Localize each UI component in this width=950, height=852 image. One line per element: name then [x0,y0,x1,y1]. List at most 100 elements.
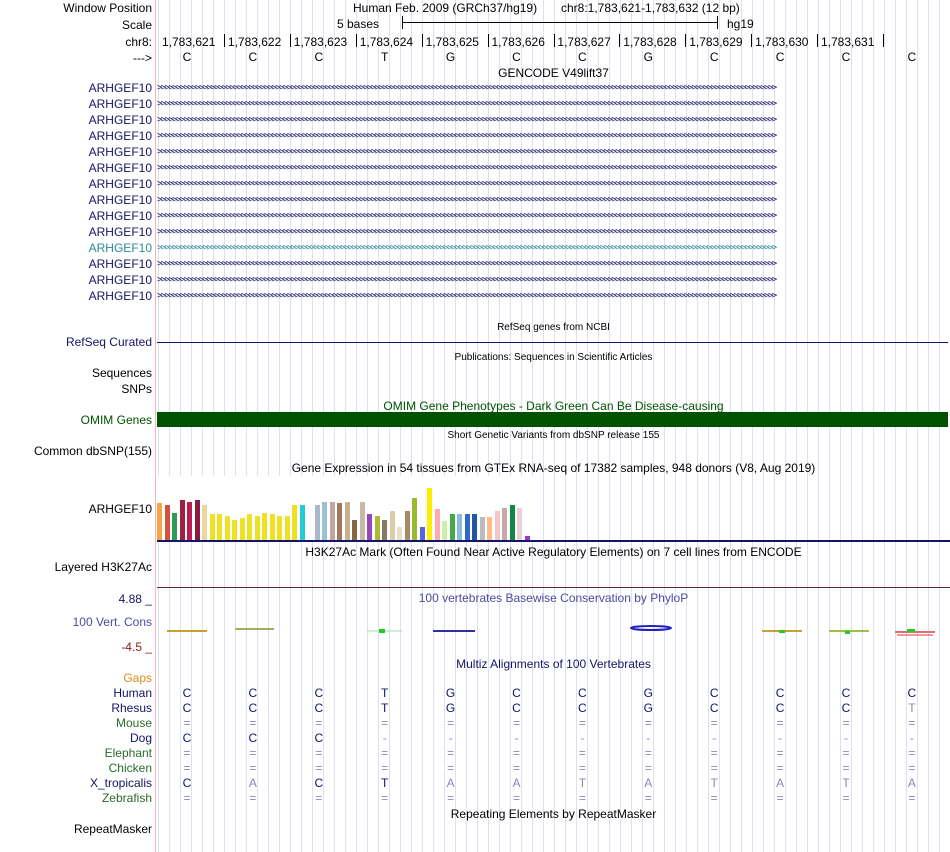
gtex-tissue-bar[interactable] [502,508,507,540]
gencode-gene-label[interactable]: ARHGEF10 [88,225,152,239]
gtex-label[interactable]: ARHGEF10 [88,502,152,516]
species-label[interactable]: Dog [129,731,152,745]
gencode-transcript[interactable]: >>>>>>>>>>>>>>>>>>>>>>>>>>>>>>>>>>>>>>>>… [157,291,777,301]
species-label[interactable]: Elephant [104,746,152,760]
species-label[interactable]: Zebrafish [101,791,152,805]
gtex-tissue-bar[interactable] [269,514,275,540]
gencode-transcript[interactable]: >>>>>>>>>>>>>>>>>>>>>>>>>>>>>>>>>>>>>>>>… [157,131,777,141]
gtex-tissue-bar[interactable] [517,508,522,540]
gencode-gene-label[interactable]: ARHGEF10 [88,289,152,303]
gtex-bar-area[interactable] [157,476,537,540]
gencode-gene-label[interactable]: ARHGEF10 [88,129,152,143]
gtex-tissue-bar[interactable] [472,514,477,540]
multiz-title[interactable]: Multiz Alignments of 100 Vertebrates [456,657,651,671]
species-label[interactable]: X_tropicalis [89,776,152,790]
dbsnp-label[interactable]: Common dbSNP(155) [33,444,152,458]
gencode-transcript[interactable]: >>>>>>>>>>>>>>>>>>>>>>>>>>>>>>>>>>>>>>>>… [157,243,777,253]
gtex-tissue-bar[interactable] [314,505,320,540]
gencode-gene-label[interactable]: ARHGEF10 [88,241,152,255]
refseq-label[interactable]: RefSeq Curated [65,335,152,349]
strand-label[interactable]: ---> [133,51,152,65]
gtex-tissue-bar[interactable] [412,498,417,540]
gtex-tissue-bar[interactable] [359,502,365,540]
gtex-tissue-bar[interactable] [202,505,207,540]
gtex-tissue-bar[interactable] [352,520,357,540]
gtex-tissue-bar[interactable] [442,521,447,540]
gtex-tissue-bar[interactable] [494,511,500,540]
gtex-tissue-bar[interactable] [239,518,245,540]
sequences-label[interactable]: Sequences [91,366,152,380]
snps-label[interactable]: SNPs [121,382,152,396]
gtex-tissue-bar[interactable] [404,511,410,540]
gtex-tissue-bar[interactable] [464,514,470,540]
species-label[interactable]: Human [113,686,152,700]
species-label[interactable]: Chicken [108,761,152,775]
gencode-gene-label[interactable]: ARHGEF10 [88,161,152,175]
gtex-tissue-bar[interactable] [232,520,237,540]
gtex-tissue-bar[interactable] [284,516,290,540]
gtex-tissue-bar[interactable] [524,536,530,540]
repeatmasker-title[interactable]: Repeating Elements by RepeatMasker [450,807,657,821]
gencode-transcript[interactable]: >>>>>>>>>>>>>>>>>>>>>>>>>>>>>>>>>>>>>>>>… [157,211,777,221]
gencode-transcript[interactable]: >>>>>>>>>>>>>>>>>>>>>>>>>>>>>>>>>>>>>>>>… [157,179,777,189]
gencode-gene-label[interactable]: ARHGEF10 [88,193,152,207]
gtex-title[interactable]: Gene Expression in 54 tissues from GTEx … [291,461,816,475]
gencode-gene-label[interactable]: ARHGEF10 [88,273,152,287]
gtex-tissue-bar[interactable] [322,502,327,540]
publications-title[interactable]: Publications: Sequences in Scientific Ar… [454,352,653,363]
gtex-tissue-bar[interactable] [247,514,252,540]
gtex-tissue-bar[interactable] [157,503,162,540]
gtex-tissue-bar[interactable] [187,502,192,540]
gencode-transcript[interactable]: >>>>>>>>>>>>>>>>>>>>>>>>>>>>>>>>>>>>>>>>… [157,163,777,173]
gtex-tissue-bar[interactable] [277,516,282,540]
gencode-transcript[interactable]: >>>>>>>>>>>>>>>>>>>>>>>>>>>>>>>>>>>>>>>>… [157,147,777,157]
position-text[interactable]: chr8:1,783,621-1,783,632 (12 bp) [561,1,740,15]
gaps-label[interactable]: Gaps [123,671,152,685]
gtex-tissue-bar[interactable] [389,511,395,540]
gtex-tissue-bar[interactable] [179,500,185,540]
gtex-tissue-bar[interactable] [337,503,342,540]
omim-title[interactable]: OMIM Gene Phenotypes - Dark Green Can Be… [383,399,724,413]
species-label[interactable]: Rhesus [111,701,152,715]
gtex-tissue-bar[interactable] [374,516,380,540]
gencode-gene-label[interactable]: ARHGEF10 [88,81,152,95]
gtex-bars[interactable] [157,476,537,540]
scale-label[interactable]: Scale [121,18,152,32]
gtex-tissue-bar[interactable] [292,505,297,540]
gtex-tissue-bar[interactable] [367,514,372,540]
gtex-tissue-bar[interactable] [172,513,177,540]
chrom-label[interactable]: chr8: [125,35,152,49]
gtex-tissue-bar[interactable] [427,488,432,540]
gtex-tissue-bar[interactable] [487,517,492,540]
gtex-tissue-bar[interactable] [262,513,267,540]
gencode-transcript[interactable]: >>>>>>>>>>>>>>>>>>>>>>>>>>>>>>>>>>>>>>>>… [157,259,777,269]
gtex-tissue-bar[interactable] [434,509,440,540]
h3k27ac-label[interactable]: Layered H3K27Ac [54,560,152,574]
gtex-tissue-bar[interactable] [382,520,387,540]
dbsnp-title[interactable]: Short Genetic Variants from dbSNP releas… [447,430,660,441]
gtex-tissue-bar[interactable] [254,516,260,540]
refseq-gene-line[interactable] [157,342,948,343]
h3k27ac-title[interactable]: H3K27Ac Mark (Often Found Near Active Re… [305,545,802,559]
gencode-transcript[interactable]: >>>>>>>>>>>>>>>>>>>>>>>>>>>>>>>>>>>>>>>>… [157,195,777,205]
gtex-tissue-bar[interactable] [307,532,312,540]
gencode-transcript[interactable]: >>>>>>>>>>>>>>>>>>>>>>>>>>>>>>>>>>>>>>>>… [157,99,777,109]
gtex-tissue-bar[interactable] [224,516,230,540]
gencode-gene-label[interactable]: ARHGEF10 [88,113,152,127]
gtex-tissue-bar[interactable] [164,505,170,540]
gencode-gene-label[interactable]: ARHGEF10 [88,257,152,271]
gtex-tissue-bar[interactable] [344,502,350,540]
conservation-title[interactable]: 100 vertebrates Basewise Conservation by… [418,591,689,605]
gtex-tissue-bar[interactable] [449,514,455,540]
species-label[interactable]: Mouse [115,716,152,730]
conservation-label[interactable]: 100 Vert. Cons [72,615,152,629]
gtex-tissue-bar[interactable] [509,505,515,540]
gtex-tissue-bar[interactable] [457,514,462,540]
gencode-transcript[interactable]: >>>>>>>>>>>>>>>>>>>>>>>>>>>>>>>>>>>>>>>>… [157,227,777,237]
gencode-gene-label[interactable]: ARHGEF10 [88,177,152,191]
gencode-transcript[interactable]: >>>>>>>>>>>>>>>>>>>>>>>>>>>>>>>>>>>>>>>>… [157,115,777,125]
omim-gene-bar[interactable] [157,412,948,427]
repeatmasker-label[interactable]: RepeatMasker [73,822,152,836]
gencode-transcript[interactable]: >>>>>>>>>>>>>>>>>>>>>>>>>>>>>>>>>>>>>>>>… [157,275,777,285]
